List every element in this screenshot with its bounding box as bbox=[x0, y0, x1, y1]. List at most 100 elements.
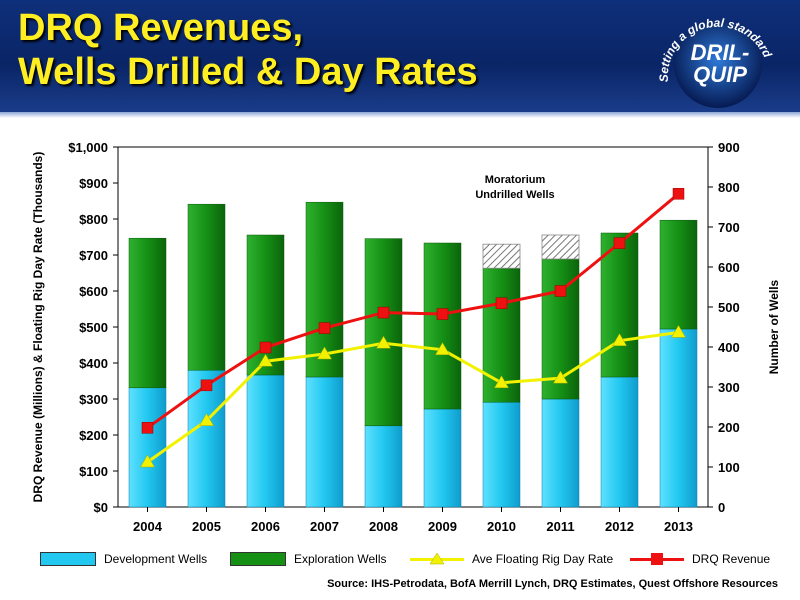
x-tick-label: 2010 bbox=[487, 519, 516, 534]
point-day-rate bbox=[494, 375, 509, 389]
legend-item-day-rate: Ave Floating Rig Day Rate bbox=[410, 548, 613, 570]
point-day-rate bbox=[612, 333, 627, 346]
title-line-1: DRQ Revenues, bbox=[18, 7, 304, 49]
bar-development bbox=[659, 328, 698, 508]
right-tick-label: 700 bbox=[718, 220, 740, 235]
left-tick-label: $1,000 bbox=[68, 140, 108, 155]
bar-exploration bbox=[423, 242, 462, 410]
legend-label: Exploration Wells bbox=[294, 552, 387, 566]
right-tick-label: 400 bbox=[718, 340, 740, 355]
bar-moratorium bbox=[482, 243, 521, 269]
left-axis-title: DRQ Revenue (Millions) & Floating Rig Da… bbox=[31, 152, 45, 503]
x-tick-label: 2006 bbox=[251, 519, 280, 534]
x-tick-label: 2008 bbox=[369, 519, 398, 534]
header-divider bbox=[0, 112, 800, 118]
x-tick-label: 2009 bbox=[428, 519, 457, 534]
title-line-2: Wells Drilled & Day Rates bbox=[18, 51, 478, 93]
bar-moratorium bbox=[541, 234, 580, 260]
annotation-line-2: Undrilled Wells bbox=[475, 189, 554, 201]
legend-item-development-wells: Development Wells bbox=[40, 548, 207, 570]
triangle-marker-icon bbox=[429, 553, 445, 565]
point-day-rate bbox=[435, 342, 450, 355]
left-tick-label: $800 bbox=[79, 212, 108, 227]
point-day-rate bbox=[553, 370, 568, 384]
right-tick-label: 300 bbox=[718, 380, 740, 395]
point-revenue bbox=[495, 297, 508, 309]
point-day-rate bbox=[376, 335, 391, 349]
x-tick-label: 2013 bbox=[664, 519, 693, 534]
legend-swatch-day-rate bbox=[410, 553, 464, 565]
dril-quip-logo: Setting a global standard DRIL- QUIP bbox=[657, 16, 775, 108]
left-tick-label: $300 bbox=[79, 392, 108, 407]
point-revenue bbox=[259, 341, 272, 354]
bar-development bbox=[482, 401, 521, 508]
point-revenue bbox=[141, 422, 154, 434]
x-tick-label: 2012 bbox=[605, 519, 634, 534]
left-tick-label: $0 bbox=[94, 500, 108, 515]
globe-icon bbox=[674, 20, 762, 108]
right-tick-label: 800 bbox=[718, 180, 740, 195]
source-note: Source: IHS-Petrodata, BofA Merrill Lync… bbox=[327, 578, 778, 590]
left-tick-label: $900 bbox=[79, 176, 108, 191]
x-tick-label: 2011 bbox=[546, 519, 574, 534]
bar-exploration bbox=[364, 238, 403, 427]
line-square bbox=[146, 192, 680, 430]
bar-exploration bbox=[600, 232, 639, 378]
point-day-rate bbox=[140, 454, 155, 468]
right-tick-label: 600 bbox=[718, 260, 740, 275]
left-tick-label: $200 bbox=[79, 428, 108, 443]
left-tick-label: $600 bbox=[79, 284, 108, 299]
x-tick-label: 2005 bbox=[192, 519, 221, 534]
line-triangle bbox=[146, 330, 679, 464]
right-axis-title: Number of Wells bbox=[767, 279, 781, 374]
square-marker-icon bbox=[651, 553, 663, 565]
chart-legend: Development Wells Exploration Wells Ave … bbox=[40, 548, 780, 570]
point-day-rate bbox=[258, 353, 273, 367]
point-revenue bbox=[554, 285, 567, 297]
point-revenue bbox=[613, 237, 626, 249]
point-day-rate bbox=[671, 324, 686, 338]
legend-label: Ave Floating Rig Day Rate bbox=[472, 552, 614, 566]
legend-swatch-exploration bbox=[230, 552, 286, 566]
legend-label: Development Wells bbox=[104, 552, 208, 566]
bar-exploration bbox=[659, 219, 698, 330]
right-tick-label: 200 bbox=[718, 420, 740, 435]
bar-development bbox=[600, 376, 639, 508]
right-tick-label: 900 bbox=[718, 140, 740, 155]
legend-swatch-revenue bbox=[630, 553, 684, 565]
right-tick-label: 0 bbox=[718, 500, 725, 515]
bar-exploration bbox=[128, 237, 167, 389]
right-tick-label: 500 bbox=[718, 300, 740, 315]
point-revenue bbox=[318, 322, 331, 334]
left-tick-label: $400 bbox=[79, 356, 108, 371]
point-revenue bbox=[377, 306, 390, 319]
legend-swatch-development bbox=[40, 552, 96, 566]
logo-wordmark-line-2: QUIP bbox=[693, 62, 747, 87]
point-day-rate bbox=[199, 413, 214, 426]
bar-development bbox=[364, 425, 403, 508]
bar-development bbox=[128, 387, 167, 508]
legend-item-drq-revenue: DRQ Revenue bbox=[630, 548, 770, 570]
right-tick-label: 100 bbox=[718, 460, 740, 475]
bar-exploration bbox=[187, 203, 226, 371]
annotation-line-1: Moratorium bbox=[485, 174, 546, 186]
point-revenue bbox=[200, 379, 213, 392]
left-tick-label: $500 bbox=[79, 320, 108, 335]
legend-label: DRQ Revenue bbox=[692, 552, 771, 566]
x-tick-label: 2007 bbox=[310, 519, 339, 534]
legend-item-exploration-wells: Exploration Wells bbox=[230, 548, 386, 570]
slide-header bbox=[0, 0, 800, 118]
bar-development bbox=[246, 374, 285, 508]
point-revenue bbox=[436, 308, 449, 320]
bar-development bbox=[305, 376, 344, 508]
left-tick-label: $100 bbox=[79, 464, 108, 479]
x-tick-label: 2004 bbox=[133, 519, 163, 534]
slide-title: DRQ Revenues, Wells Drilled & Day Rates bbox=[18, 6, 478, 94]
revenue-wells-chart: $0 $100 $200 $300 $400 $500 $600 $700 $800 $900 $1… bbox=[31, 140, 781, 534]
left-tick-label: $700 bbox=[79, 248, 108, 263]
point-revenue bbox=[672, 188, 685, 200]
point-day-rate bbox=[317, 346, 332, 360]
logo-wordmark-line-1: DRIL- bbox=[691, 40, 750, 65]
bar-development bbox=[423, 408, 462, 508]
bar-development bbox=[541, 398, 580, 508]
